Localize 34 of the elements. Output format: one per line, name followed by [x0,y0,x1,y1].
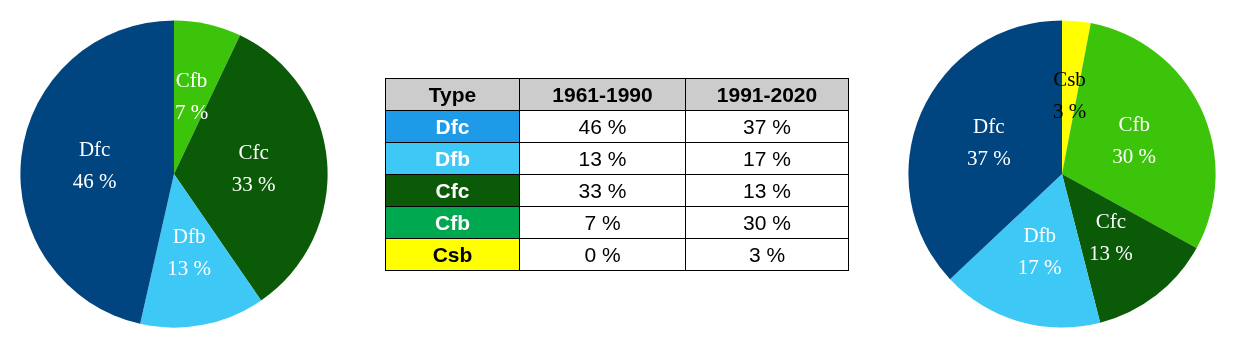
text: 46 % [578,114,627,138]
category-label: 1991-2020 [716,82,818,106]
text: 30 % [743,210,791,234]
slice-label: Dfc [78,137,111,162]
category-label: 1961-1990 [552,82,653,106]
data-label: 13 % [167,256,211,281]
slice-label: Dfc [973,114,1005,139]
category-label: Csb [385,238,520,271]
text: 37 % [743,114,791,138]
data-label: 13 % [1089,241,1133,266]
slice-label: Cfc [238,139,269,164]
text: 3 % [748,242,786,266]
data-label: 33 % [231,171,276,196]
slice-label: Cfb [175,68,208,93]
category-label: Dfb [385,142,520,175]
slice-label: Dfb [1023,222,1057,247]
data-label: 7 % [174,100,209,125]
category-label: Cfb [385,206,520,239]
text: 7 % [584,210,621,234]
category-label: Dfc [385,110,520,143]
slice-label: Dfb [172,224,206,249]
text: 33 % [578,178,627,202]
data-label: 17 % [1017,254,1062,279]
data-label: 30 % [1112,144,1157,169]
category-label: Cfc [385,174,520,207]
legend-title: Type [385,78,520,111]
text: 17 % [743,146,791,170]
data-label: 37 % [966,146,1011,171]
text: 13 % [743,178,791,202]
slice-label: Cfc [1095,209,1127,234]
data-label: 46 % [72,169,117,194]
text: 13 % [578,146,627,170]
text: 0 % [584,242,621,266]
slice-label: Cfb [1118,112,1150,137]
